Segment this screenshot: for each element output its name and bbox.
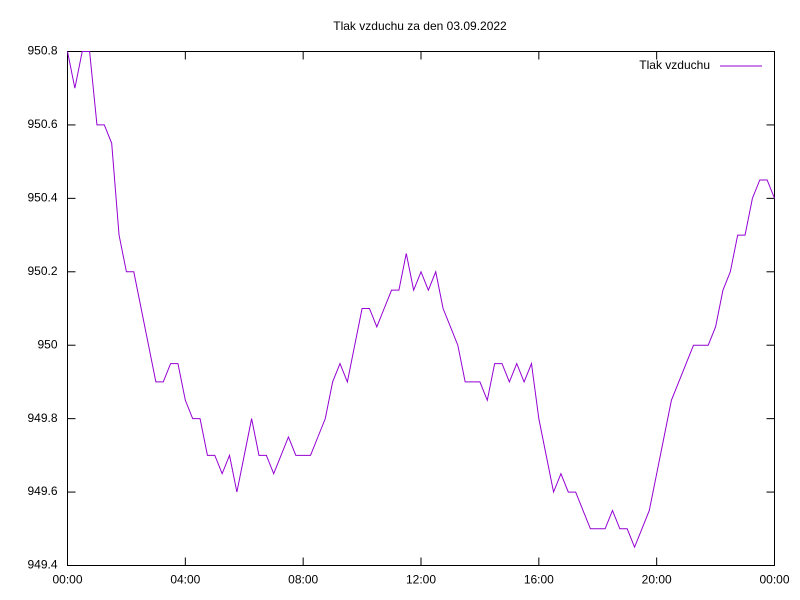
x-tick-label: 16:00 [524, 573, 554, 587]
y-tick-label: 949.8 [27, 411, 57, 425]
x-tick-label: 04:00 [170, 573, 200, 587]
data-line [67, 51, 775, 549]
y-tick-label: 950.4 [27, 191, 57, 205]
x-tick-label: 00:00 [759, 573, 789, 587]
y-tick-label: 950 [37, 337, 57, 351]
legend-label: Tlak vzduchu [639, 58, 710, 72]
y-tick-label: 950.6 [27, 117, 57, 131]
y-tick-label: 950.2 [27, 264, 57, 278]
x-tick-label: 20:00 [642, 573, 672, 587]
chart-title: Tlak vzduchu za den 03.09.2022 [333, 19, 507, 33]
y-tick-label: 950.8 [27, 44, 57, 58]
y-tick-label: 949.6 [27, 484, 57, 498]
x-tick-label: 08:00 [288, 573, 318, 587]
x-tick-label: 12:00 [406, 573, 436, 587]
y-tick-label: 949.4 [27, 558, 57, 572]
x-tick-label: 00:00 [52, 573, 82, 587]
